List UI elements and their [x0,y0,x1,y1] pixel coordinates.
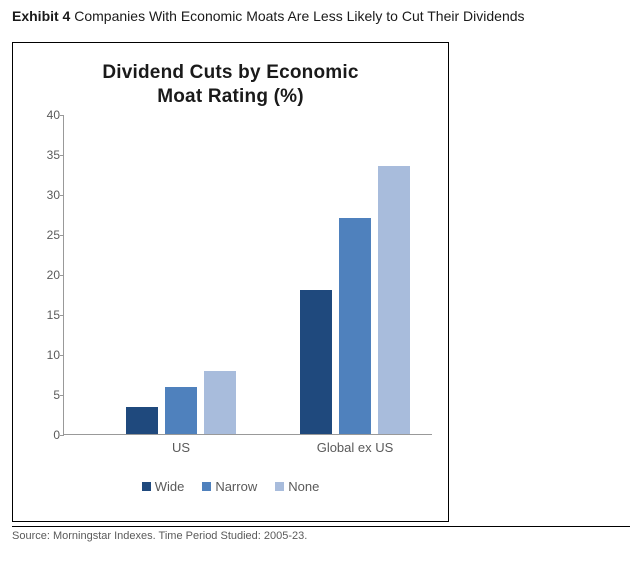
chart-title-line2: Moat Rating (%) [157,86,304,107]
legend-swatch [202,482,211,491]
y-tick-mark [60,275,64,276]
x-category-label: Global ex US [317,440,394,455]
y-tick-mark [60,315,64,316]
chart-plot-area: 0510152025303540USGlobal ex US [63,115,432,435]
legend-swatch [275,482,284,491]
y-tick-mark [60,115,64,116]
y-tick-mark [60,435,64,436]
y-tick-label: 35 [34,148,60,162]
source-line: Source: Morningstar Indexes. Time Period… [12,526,630,542]
chart-frame: Dividend Cuts by Economic Moat Rating (%… [12,42,449,522]
y-tick-label: 15 [34,308,60,322]
exhibit-subtitle: Companies With Economic Moats Are Less L… [74,8,524,24]
bar-none-global-ex-us [378,166,410,434]
bar-wide-us [126,407,158,433]
y-tick-label: 10 [34,348,60,362]
exhibit-label: Exhibit 4 [12,8,70,24]
y-tick-mark [60,155,64,156]
chart-legend: Wide Narrow None [29,479,432,494]
y-tick-mark [60,395,64,396]
legend-item-narrow: Narrow [202,479,257,494]
legend-item-none: None [275,479,319,494]
y-tick-label: 30 [34,188,60,202]
y-tick-label: 0 [34,428,60,442]
y-tick-label: 5 [34,388,60,402]
x-category-label: US [172,440,190,455]
exhibit-header: Exhibit 4 Companies With Economic Moats … [0,0,642,28]
bar-narrow-us [165,387,197,433]
y-tick-label: 40 [34,108,60,122]
chart-title: Dividend Cuts by Economic Moat Rating (%… [29,61,432,109]
legend-label: Wide [155,479,185,494]
legend-label: None [288,479,319,494]
y-tick-mark [60,355,64,356]
bar-wide-global-ex-us [300,290,332,434]
legend-item-wide: Wide [142,479,185,494]
y-tick-mark [60,195,64,196]
y-tick-label: 20 [34,268,60,282]
chart-title-line1: Dividend Cuts by Economic [102,62,358,83]
legend-label: Narrow [215,479,257,494]
y-tick-label: 25 [34,228,60,242]
bar-none-us [204,371,236,433]
exhibit-title: Exhibit 4 Companies With Economic Moats … [12,8,630,24]
y-tick-mark [60,235,64,236]
bar-narrow-global-ex-us [339,218,371,434]
legend-swatch [142,482,151,491]
